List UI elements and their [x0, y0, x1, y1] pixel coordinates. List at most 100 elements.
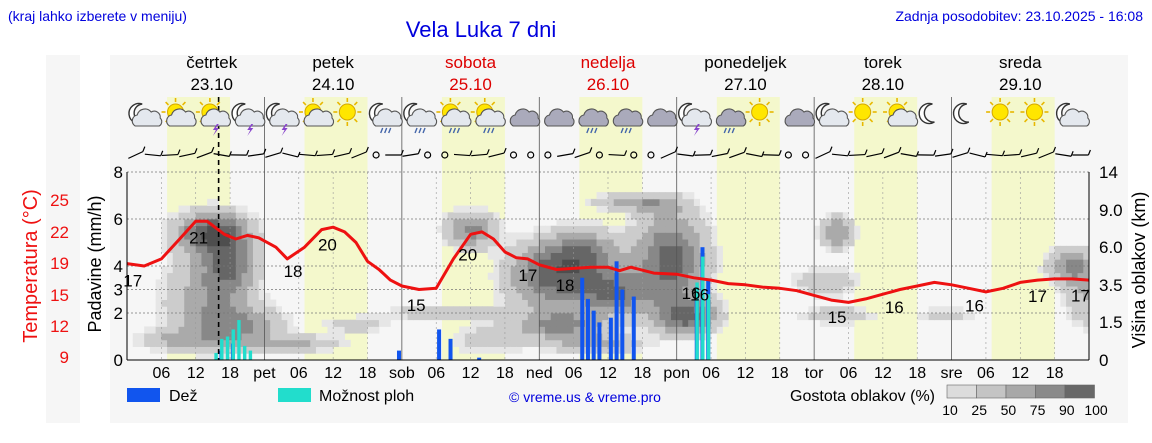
cloud-cell	[516, 279, 523, 287]
cloud-cell	[321, 346, 328, 354]
cloud-cell	[945, 313, 952, 321]
cloud-cell	[493, 266, 500, 274]
cloud-cell	[567, 346, 575, 354]
cloud-cell	[470, 205, 477, 213]
cloud-cell	[247, 286, 254, 294]
cloud-cell	[1071, 319, 1078, 327]
cloud-cell	[522, 292, 529, 300]
cloud-cell	[522, 326, 529, 334]
cloud-cell	[716, 259, 723, 267]
wind-barb	[677, 150, 696, 157]
cloud-cell	[464, 346, 471, 354]
wind-barb	[849, 149, 868, 157]
cloud-cell	[270, 346, 277, 354]
cloud-cell	[195, 333, 202, 341]
wind-barb	[711, 148, 731, 158]
cloud-cell	[207, 346, 214, 354]
cloud-cell	[224, 319, 231, 327]
cloud-cell	[167, 299, 174, 307]
cloud-cell	[453, 339, 460, 347]
cloud-cell	[716, 266, 723, 274]
cloud-cell	[619, 259, 626, 267]
credit-link[interactable]: © vreme.us & vreme.pro	[509, 389, 661, 405]
cloud-cell	[184, 292, 191, 300]
cloud-cell	[670, 333, 678, 341]
cloud-cell	[212, 339, 220, 347]
cloud-cell	[854, 272, 861, 280]
cloud-cell	[917, 313, 924, 321]
cloud-cell	[235, 286, 242, 294]
cloud-cell	[1066, 286, 1073, 294]
cloud-cell	[642, 252, 649, 260]
cloud-cell	[808, 313, 815, 321]
cloud-cell	[1066, 272, 1073, 280]
cloud-cell	[504, 239, 512, 247]
cloud-cell	[527, 299, 534, 307]
cloud-cell	[539, 286, 546, 294]
cloud-cell	[831, 212, 838, 220]
cloud-cell	[573, 259, 580, 267]
cloud-cell	[167, 346, 174, 354]
cloud-cell	[212, 239, 220, 247]
cloud-cell	[144, 333, 151, 341]
cloud-cell	[556, 279, 563, 287]
cloud-cell	[453, 219, 460, 227]
cloud-cell	[453, 232, 460, 240]
cloud-cell	[161, 232, 168, 240]
cloud-cell	[653, 339, 660, 347]
cloud-cell	[968, 313, 975, 321]
cloud-cell	[1054, 286, 1061, 294]
cloud-cell	[545, 299, 552, 307]
cloud-cell	[275, 339, 283, 347]
cloud-cell	[298, 333, 305, 341]
cloud-cell	[172, 266, 179, 274]
cloud-cell	[802, 286, 809, 294]
cloud-cell	[218, 232, 225, 240]
cloud-cell	[567, 259, 575, 267]
cloud-cell	[241, 266, 248, 274]
cloud-cell	[613, 232, 620, 240]
legend-cloud-density-label: Gostota oblakov (%)	[790, 388, 935, 405]
cloud-cell	[224, 219, 231, 227]
cloud-cell	[184, 219, 191, 227]
cloud-cell	[235, 292, 242, 300]
location-hint[interactable]: (kraj lahko izberete v meniju)	[8, 8, 187, 24]
cloud-cell	[539, 259, 546, 267]
cloud-cell	[224, 279, 231, 287]
cloud-cell	[573, 245, 580, 253]
cloud-icon	[784, 108, 816, 127]
cloud-cell	[499, 279, 506, 287]
cloud-cell	[172, 252, 179, 260]
cloud-cell	[258, 272, 265, 280]
legend-rain-label: Dež	[169, 388, 197, 405]
cloud-cell	[676, 245, 683, 253]
wind-barb	[952, 147, 971, 158]
cloud-cell	[533, 306, 540, 314]
cloud-cell	[585, 219, 592, 227]
cloud-cell	[562, 279, 569, 287]
cloud-cell	[636, 272, 643, 280]
cloud-cell	[161, 306, 168, 314]
cloud-cell	[796, 279, 804, 287]
cloud-cell	[682, 192, 689, 200]
cloud-cell	[711, 266, 718, 274]
cloud-cell	[327, 319, 334, 327]
cloud-cell	[453, 306, 460, 314]
cloud-cell	[567, 299, 575, 307]
cloud-cell	[556, 313, 563, 321]
cloud-cell	[270, 326, 277, 334]
cloud-cell	[264, 292, 271, 300]
cloud-cell	[567, 252, 575, 260]
cloud-cell	[602, 192, 609, 200]
cloud-cell	[344, 339, 351, 347]
cloud-cell	[167, 239, 174, 247]
cloud-cell	[235, 306, 242, 314]
cloud-cell	[653, 279, 660, 287]
cloud-cell	[482, 245, 489, 253]
cloud-cell	[842, 219, 849, 227]
cloud-cell	[167, 326, 174, 334]
cloud-cell	[854, 313, 861, 321]
cloud-cell	[814, 272, 821, 280]
cloud-cell	[356, 326, 363, 334]
day-date: 23.10	[190, 75, 233, 94]
